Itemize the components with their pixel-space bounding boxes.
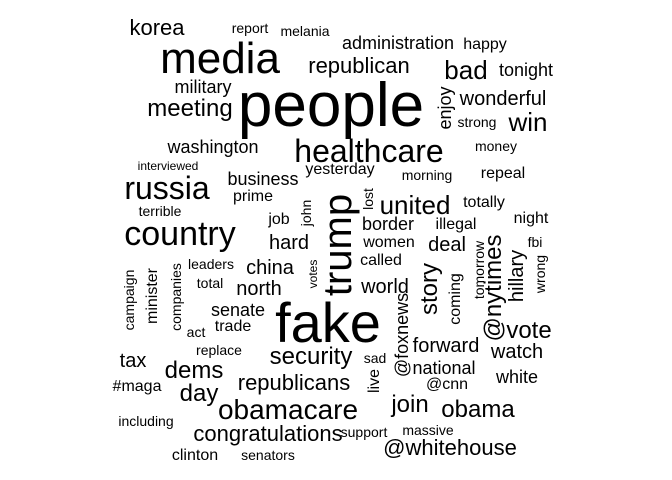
cloud-word: tomorrow — [471, 240, 487, 300]
cloud-word: terrible — [138, 203, 182, 219]
cloud-word: @cnn — [425, 376, 469, 393]
cloud-word: meeting — [147, 95, 233, 122]
cloud-word: join — [391, 391, 429, 418]
cloud-word: dems — [164, 357, 224, 384]
cloud-word: russia — [124, 170, 210, 206]
cloud-word: watch — [490, 341, 544, 363]
cloud-word: report — [231, 20, 269, 36]
cloud-word: total — [196, 275, 224, 291]
cloud-word: vote — [506, 317, 552, 344]
cloud-word: massive — [402, 422, 454, 438]
cloud-word: melania — [280, 23, 330, 39]
cloud-word: yesterday — [305, 161, 375, 178]
cloud-word: story — [416, 262, 443, 316]
cloud-word: obama — [441, 396, 515, 423]
cloud-word: money — [474, 138, 518, 154]
cloud-word: trump — [316, 193, 360, 297]
cloud-word: night — [513, 210, 549, 227]
cloud-word: washington — [167, 137, 259, 157]
cloud-word: replace — [196, 342, 242, 358]
cloud-word: repeal — [480, 165, 526, 182]
cloud-word: business — [227, 169, 299, 189]
cloud-word: job — [268, 211, 290, 228]
cloud-word: campaign — [121, 269, 137, 331]
cloud-word: win — [508, 107, 548, 137]
cloud-word: security — [269, 343, 353, 370]
cloud-word: bad — [444, 55, 488, 85]
cloud-word: women — [363, 234, 415, 251]
cloud-word: including — [118, 413, 174, 429]
cloud-word: fake — [275, 291, 381, 354]
cloud-word: senators — [241, 447, 295, 463]
cloud-word: called — [360, 252, 402, 269]
cloud-word: tonight — [498, 60, 554, 80]
cloud-word: korea — [129, 15, 185, 40]
cloud-word: illegal — [435, 216, 477, 233]
cloud-word: border — [361, 214, 415, 234]
cloud-word: coming — [447, 273, 464, 325]
cloud-word: day — [179, 380, 219, 407]
cloud-word: @foxnews — [392, 292, 412, 378]
cloud-word: world — [361, 276, 409, 298]
cloud-word: clinton — [171, 447, 219, 464]
cloud-word: north — [236, 278, 282, 300]
cloud-word: military — [174, 77, 232, 97]
cloud-word: people — [237, 71, 425, 140]
cloud-word: hillary — [506, 249, 528, 303]
cloud-word: wrong — [532, 254, 548, 294]
cloud-word: forward — [412, 335, 480, 357]
cloud-word: interviewed — [137, 159, 199, 173]
cloud-word: trade — [214, 318, 252, 335]
cloud-word: companies — [168, 263, 184, 331]
cloud-word: wonderful — [459, 88, 547, 110]
cloud-word: enjoy — [435, 86, 455, 130]
cloud-word: @whitehouse — [383, 435, 517, 460]
cloud-word: national — [412, 358, 476, 378]
cloud-word: john — [298, 199, 314, 227]
cloud-word: #maga — [112, 378, 162, 395]
cloud-word: senate — [210, 300, 266, 320]
cloud-word: leaders — [188, 256, 234, 272]
cloud-word: white — [495, 367, 539, 387]
cloud-word: totally — [463, 194, 505, 211]
cloud-word: morning — [401, 167, 453, 183]
cloud-word: healthcare — [294, 133, 444, 169]
cloud-word: act — [186, 324, 206, 340]
cloud-word: obamacare — [217, 394, 359, 425]
cloud-word: support — [340, 424, 388, 440]
cloud-word: prime — [232, 188, 274, 205]
cloud-word: media — [160, 34, 280, 83]
cloud-word: country — [124, 215, 236, 253]
cloud-word: congratulations — [193, 421, 343, 446]
cloud-word: strong — [457, 114, 497, 130]
cloud-word: votes — [306, 259, 320, 289]
cloud-word: sad — [363, 350, 387, 366]
cloud-word: china — [246, 257, 294, 279]
cloud-word: minister — [144, 267, 161, 325]
cloud-word: lost — [360, 188, 376, 210]
cloud-word: fbi — [527, 234, 543, 250]
cloud-word: hard — [268, 232, 310, 254]
cloud-word: republicans — [237, 370, 351, 395]
cloud-word: united — [379, 190, 451, 220]
cloud-word: happy — [463, 36, 507, 53]
cloud-word: tax — [119, 350, 147, 372]
cloud-word: republican — [308, 53, 410, 78]
cloud-word: live — [366, 368, 383, 394]
cloud-word: deal — [428, 234, 466, 256]
cloud-word: administration — [341, 33, 455, 53]
